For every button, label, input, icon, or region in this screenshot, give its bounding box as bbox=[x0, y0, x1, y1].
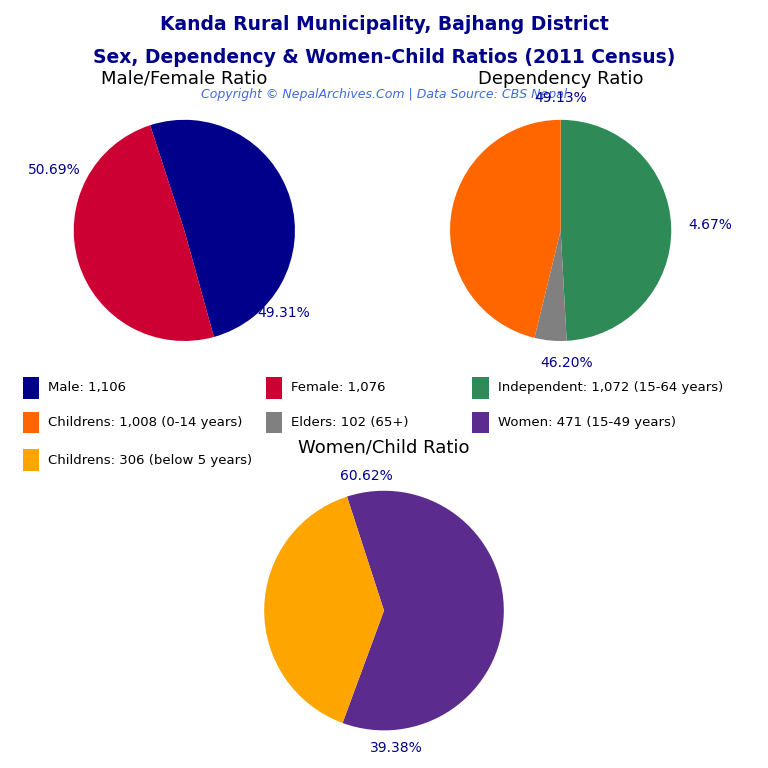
Bar bbox=[472, 377, 488, 399]
Text: Childrens: 1,008 (0-14 years): Childrens: 1,008 (0-14 years) bbox=[48, 416, 242, 429]
Title: Male/Female Ratio: Male/Female Ratio bbox=[101, 70, 267, 88]
Text: 49.31%: 49.31% bbox=[257, 306, 310, 320]
Text: 4.67%: 4.67% bbox=[688, 218, 732, 232]
Wedge shape bbox=[343, 491, 504, 730]
Bar bbox=[23, 412, 39, 433]
Text: Copyright © NepalArchives.Com | Data Source: CBS Nepal: Copyright © NepalArchives.Com | Data Sou… bbox=[201, 88, 567, 101]
Text: Elders: 102 (65+): Elders: 102 (65+) bbox=[291, 416, 409, 429]
Wedge shape bbox=[561, 120, 671, 341]
Text: Independent: 1,072 (15-64 years): Independent: 1,072 (15-64 years) bbox=[498, 382, 723, 395]
Text: 49.13%: 49.13% bbox=[535, 91, 587, 104]
Wedge shape bbox=[535, 230, 567, 341]
Bar bbox=[23, 377, 39, 399]
Wedge shape bbox=[151, 120, 295, 337]
Text: Childrens: 306 (below 5 years): Childrens: 306 (below 5 years) bbox=[48, 454, 252, 466]
Wedge shape bbox=[264, 497, 384, 723]
Wedge shape bbox=[450, 120, 561, 338]
Text: Female: 1,076: Female: 1,076 bbox=[291, 382, 386, 395]
Wedge shape bbox=[74, 125, 214, 341]
Bar bbox=[266, 377, 283, 399]
Title: Dependency Ratio: Dependency Ratio bbox=[478, 70, 644, 88]
Text: 50.69%: 50.69% bbox=[28, 163, 80, 177]
Text: 60.62%: 60.62% bbox=[339, 469, 392, 483]
Text: 39.38%: 39.38% bbox=[369, 741, 422, 756]
Bar bbox=[472, 412, 488, 433]
Bar bbox=[23, 449, 39, 471]
Text: Women: 471 (15-49 years): Women: 471 (15-49 years) bbox=[498, 416, 676, 429]
Text: 46.20%: 46.20% bbox=[540, 356, 592, 370]
Bar bbox=[266, 412, 283, 433]
Text: Kanda Rural Municipality, Bajhang District: Kanda Rural Municipality, Bajhang Distri… bbox=[160, 15, 608, 34]
Text: Sex, Dependency & Women-Child Ratios (2011 Census): Sex, Dependency & Women-Child Ratios (20… bbox=[93, 48, 675, 67]
Text: Male: 1,106: Male: 1,106 bbox=[48, 382, 126, 395]
Title: Women/Child Ratio: Women/Child Ratio bbox=[298, 439, 470, 456]
